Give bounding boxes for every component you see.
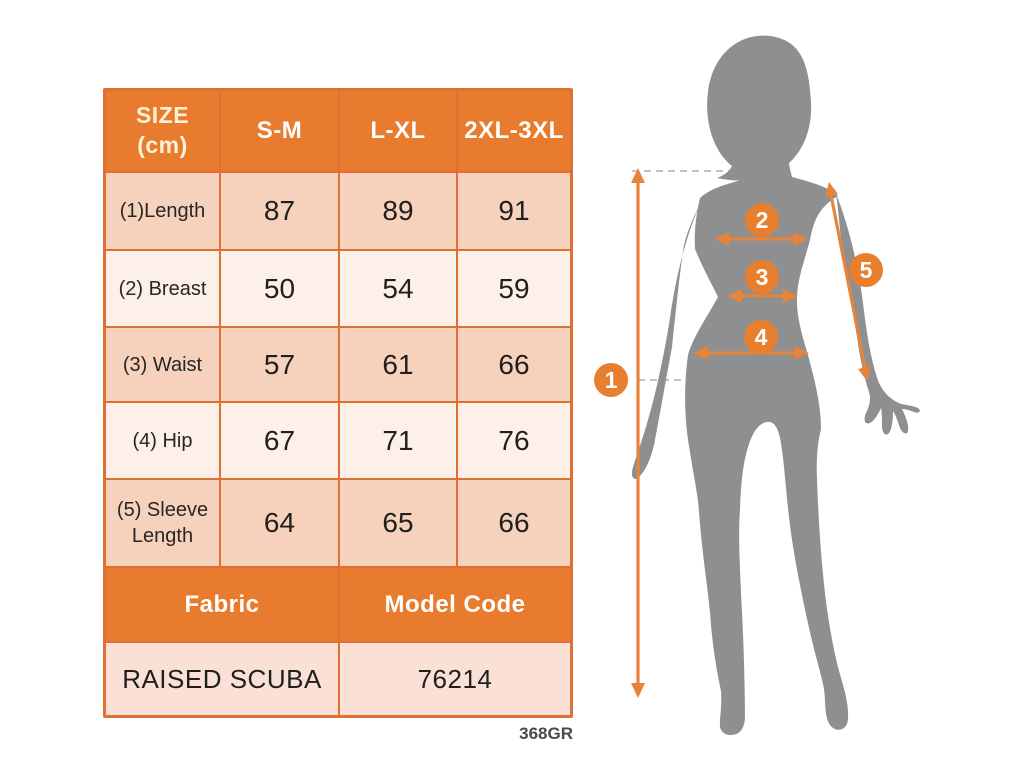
sleeve-arrow	[825, 182, 871, 381]
hip-s-m: 67	[221, 403, 338, 478]
hip-arrow	[693, 346, 809, 360]
row-label-breast: (2) Breast	[106, 251, 219, 326]
marker-3-number: 3	[756, 264, 769, 290]
row-label-hip: (4) Hip	[106, 403, 219, 478]
silhouette-head	[707, 35, 812, 181]
length-l-xl: 89	[340, 173, 456, 249]
marker-3: 3	[745, 260, 779, 294]
fabric-header-cell: Fabric	[106, 568, 338, 641]
size-header-cell: SIZE (cm)	[106, 91, 219, 171]
sleeve-2xl-3xl: 66	[458, 480, 570, 566]
silhouette-right-arm	[836, 194, 920, 435]
row-label-waist: (3) Waist	[106, 328, 219, 401]
sleeve-l-xl: 65	[340, 480, 456, 566]
breast-s-m: 50	[221, 251, 338, 326]
woman-silhouette	[631, 35, 920, 735]
hip-2xl-3xl: 76	[458, 403, 570, 478]
waist-s-m: 57	[221, 328, 338, 401]
silhouette-torso-legs	[685, 158, 849, 735]
marker-5: 5	[849, 253, 883, 287]
size-table: SIZE (cm) S-M L-XL 2XL-3XL (1)Length 87 …	[103, 88, 573, 718]
breast-arrow	[714, 232, 808, 246]
row-label-length: (1)Length	[106, 173, 219, 249]
waist-2xl-3xl: 66	[458, 328, 570, 401]
breast-l-xl: 54	[340, 251, 456, 326]
sleeve-s-m: 64	[221, 480, 338, 566]
hip-l-xl: 71	[340, 403, 456, 478]
model-code-value-cell: 76214	[340, 643, 570, 715]
column-header-l-xl: L-XL	[340, 91, 456, 171]
marker-1: 1	[594, 363, 628, 397]
column-header-s-m: S-M	[221, 91, 338, 171]
length-2xl-3xl: 91	[458, 173, 570, 249]
marker-1-number: 1	[605, 367, 618, 393]
length-arrow	[631, 168, 645, 698]
column-header-2xl-3xl: 2XL-3XL	[458, 91, 570, 171]
breast-2xl-3xl: 59	[458, 251, 570, 326]
model-code-header-cell: Model Code	[340, 568, 570, 641]
measure-markers: 1 2 3 4 5	[594, 203, 883, 397]
marker-2: 2	[745, 203, 779, 237]
measure-arrows	[631, 168, 871, 698]
product-code-note: 368GR	[519, 724, 573, 743]
marker-4: 4	[744, 320, 778, 354]
row-label-sleeve-length: (5) Sleeve Length	[106, 480, 219, 566]
fabric-value-cell: RAISED SCUBA	[106, 643, 338, 715]
marker-2-number: 2	[756, 207, 769, 233]
silhouette-left-arm	[631, 200, 702, 479]
measurement-diagram: 1 2 3 4 5	[594, 35, 920, 735]
length-s-m: 87	[221, 173, 338, 249]
marker-5-number: 5	[860, 257, 873, 283]
size-header-label: SIZE (cm)	[135, 102, 190, 158]
marker-4-number: 4	[755, 324, 768, 350]
waist-arrow	[727, 289, 798, 303]
waist-l-xl: 61	[340, 328, 456, 401]
